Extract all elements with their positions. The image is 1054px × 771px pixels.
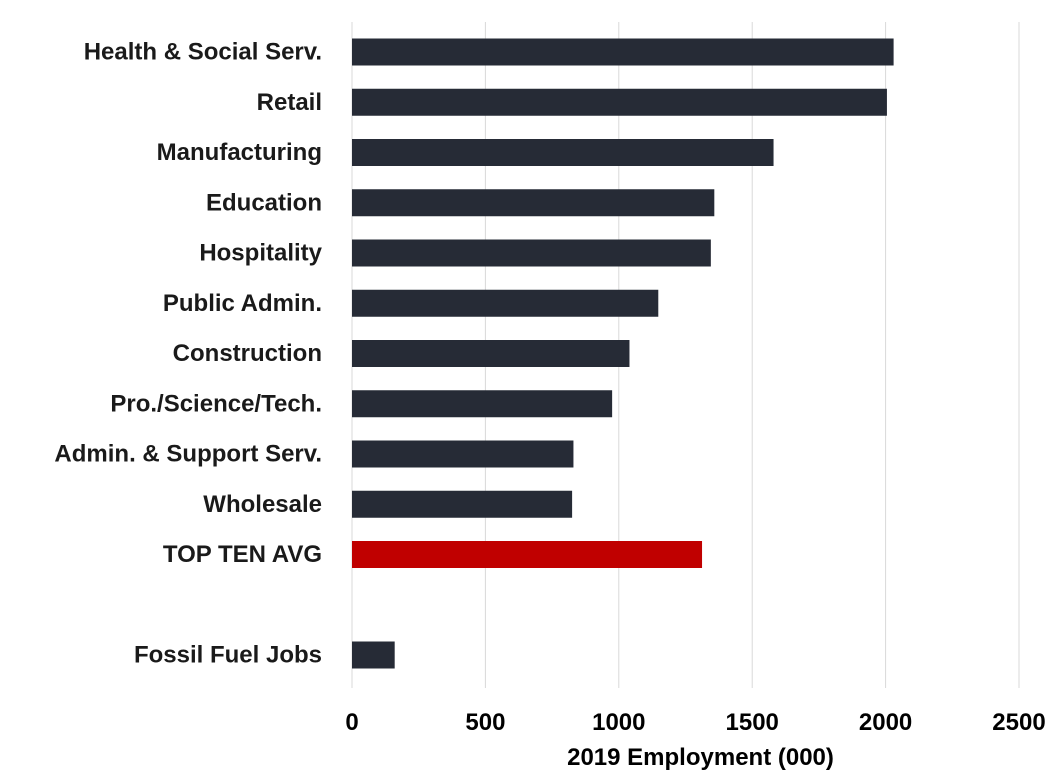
- x-axis-title: 2019 Employment (000): [567, 744, 834, 771]
- category-label-manufacturing: Manufacturing: [157, 139, 322, 166]
- x-tick-label-1000: 1000: [592, 709, 645, 736]
- bar-hospitality: [352, 239, 711, 267]
- bar-public-admin: [352, 289, 659, 317]
- x-tick-label-500: 500: [465, 709, 505, 736]
- x-tick-label-2000: 2000: [859, 709, 912, 736]
- bar-top-ten-avg: [352, 541, 703, 568]
- category-labels: Health & Social Serv. Retail Manufacturing…: [54, 39, 322, 669]
- category-label-public-admin: Public Admin.: [163, 290, 322, 317]
- category-label-wholesale: Wholesale: [203, 491, 322, 518]
- bar-admin-support-serv: [352, 440, 574, 468]
- category-label-fossil-fuel-jobs: Fossil Fuel Jobs: [134, 642, 322, 669]
- x-tick-label-0: 0: [345, 709, 358, 736]
- category-label-education: Education: [206, 189, 322, 216]
- x-tick-label-2500: 2500: [992, 709, 1045, 736]
- bar-fossil-fuel-jobs: [352, 641, 395, 669]
- category-label-retail: Retail: [257, 89, 322, 116]
- bar-wholesale: [352, 490, 573, 518]
- category-label-pro-science-tech: Pro./Science/Tech.: [110, 390, 322, 417]
- bar-pro-science-tech: [352, 390, 613, 418]
- bar-health-social-serv: [352, 38, 894, 66]
- category-label-health-social-serv: Health & Social Serv.: [84, 39, 322, 66]
- x-tick-label-1500: 1500: [726, 709, 779, 736]
- bar-education: [352, 189, 715, 217]
- bar-construction: [352, 340, 630, 367]
- category-label-top-ten-avg: TOP TEN AVG: [163, 541, 322, 568]
- bar-retail: [352, 88, 887, 116]
- bars: [352, 38, 894, 669]
- category-label-admin-support-serv: Admin. & Support Serv.: [54, 441, 322, 468]
- x-tick-labels: 0 500 1000 1500 2000 2500: [345, 709, 1045, 736]
- category-label-construction: Construction: [173, 340, 322, 367]
- category-label-hospitality: Hospitality: [199, 240, 322, 267]
- bar-manufacturing: [352, 139, 774, 166]
